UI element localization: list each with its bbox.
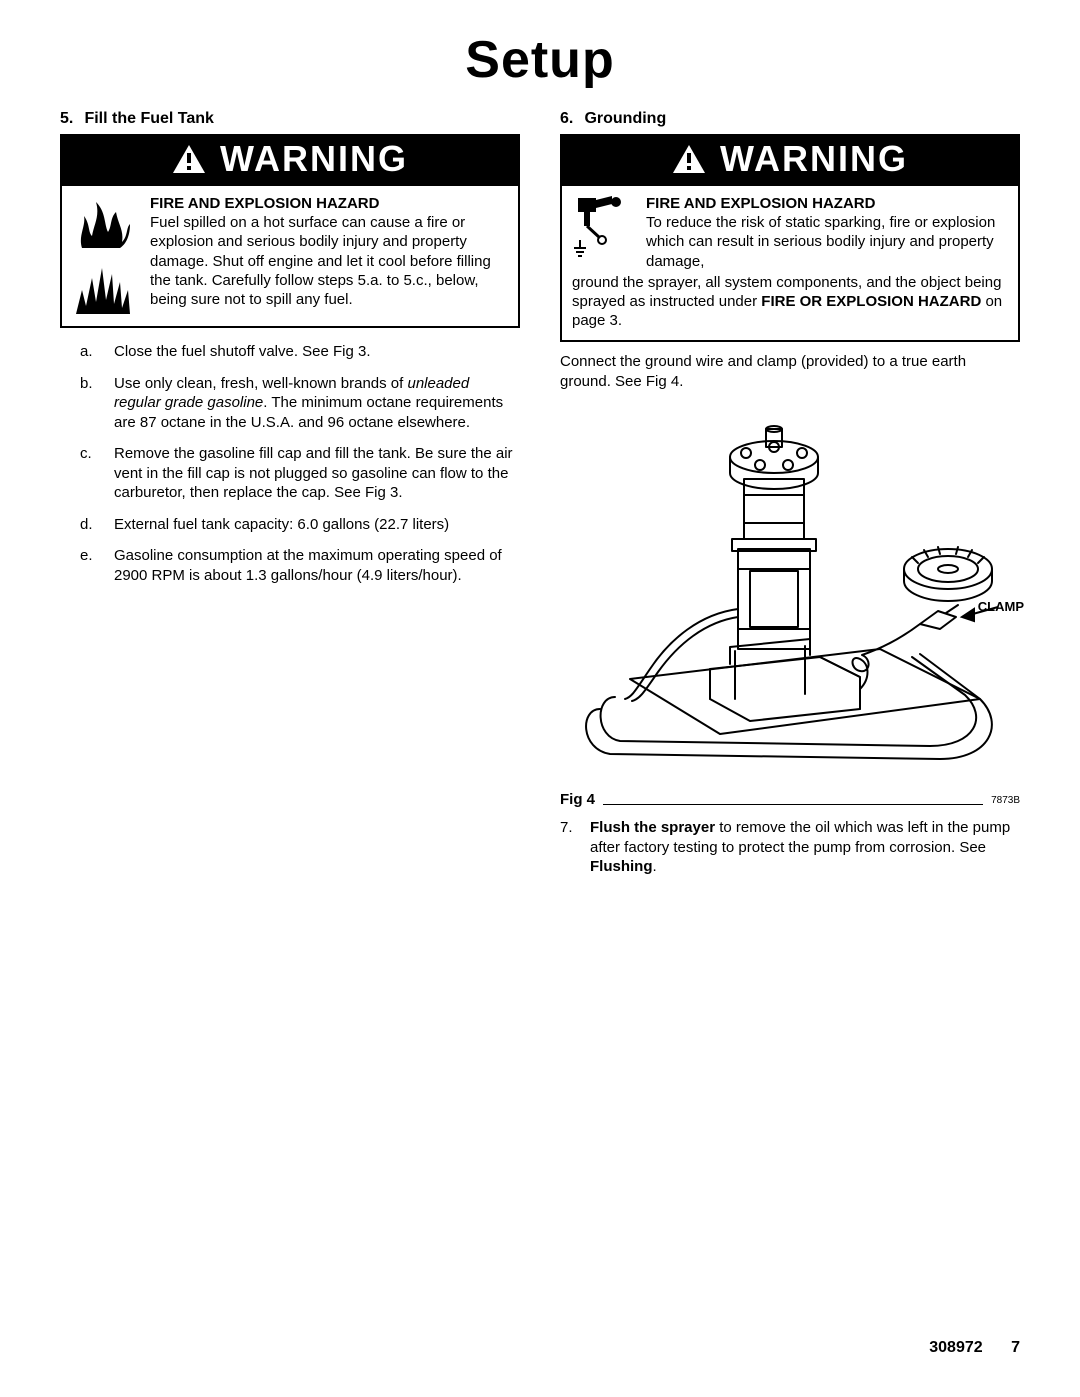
step-5d-text: External fuel tank capacity: 6.0 gallons… bbox=[114, 515, 520, 535]
step-7-bold2: Flushing bbox=[590, 858, 653, 875]
hazard-icons bbox=[72, 194, 140, 316]
step-7-end: . bbox=[653, 858, 657, 875]
hazard-bottom-bold: FIRE OR EXPLOSION HAZARD bbox=[761, 293, 981, 310]
step-7-number: 7. bbox=[560, 818, 584, 877]
hazard-title-left: FIRE AND EXPLOSION HAZARD bbox=[150, 194, 508, 213]
right-column: 6. Grounding WARNING bbox=[560, 110, 1020, 877]
step-7-text: Flush the sprayer to remove the oil whic… bbox=[590, 818, 1020, 877]
step-5-substeps: a. Close the fuel shutoff valve. See Fig… bbox=[60, 342, 520, 585]
hazard-body-right-bottom: ground the sprayer, all system component… bbox=[572, 273, 1008, 331]
warning-bar-left: WARNING bbox=[60, 134, 520, 186]
sprayer-diagram bbox=[560, 399, 1020, 789]
page-title: Setup bbox=[60, 30, 1020, 90]
step-5d: d. External fuel tank capacity: 6.0 gall… bbox=[60, 515, 520, 535]
section-6-number: 6. bbox=[560, 110, 580, 128]
hazard-text-left: FIRE AND EXPLOSION HAZARD Fuel spilled o… bbox=[150, 194, 508, 309]
page: Setup 5. Fill the Fuel Tank WARNING bbox=[0, 0, 1080, 1397]
sprayer-ground-icon bbox=[572, 194, 636, 263]
figure-caption-rule bbox=[603, 804, 983, 805]
section-6-heading: 6. Grounding bbox=[560, 110, 1020, 128]
warning-label-left: WARNING bbox=[220, 138, 408, 180]
step-5a-text: Close the fuel shutoff valve. See Fig 3. bbox=[114, 342, 520, 362]
grounding-instruction: Connect the ground wire and clamp (provi… bbox=[560, 352, 1020, 391]
step-5e-text: Gasoline consumption at the maximum oper… bbox=[114, 546, 520, 585]
step-5a: a. Close the fuel shutoff valve. See Fig… bbox=[60, 342, 520, 362]
explosion-icon bbox=[72, 260, 134, 316]
warning-triangle-icon bbox=[672, 144, 706, 174]
step-5e: e. Gasoline consumption at the maximum o… bbox=[60, 546, 520, 585]
hazard-body-left: Fuel spilled on a hot surface can cause … bbox=[150, 213, 508, 309]
fire-icon bbox=[72, 196, 134, 252]
section-6-title: Grounding bbox=[584, 110, 666, 127]
marker-c: c. bbox=[80, 444, 114, 503]
section-5-number: 5. bbox=[60, 110, 80, 128]
section-5-heading: 5. Fill the Fuel Tank bbox=[60, 110, 520, 128]
figure-4-label: Fig 4 bbox=[560, 791, 595, 808]
page-number: 7 bbox=[1011, 1339, 1020, 1356]
figure-4: CLAMP bbox=[560, 399, 1020, 789]
step-7: 7. Flush the sprayer to remove the oil w… bbox=[560, 818, 1020, 877]
step-7-bold: Flush the sprayer bbox=[590, 819, 715, 836]
step-5b: b. Use only clean, fresh, well-known bra… bbox=[60, 374, 520, 433]
section-5-title: Fill the Fuel Tank bbox=[84, 110, 214, 127]
warning-box-left: FIRE AND EXPLOSION HAZARD Fuel spilled o… bbox=[60, 186, 520, 328]
document-number: 308972 bbox=[929, 1339, 982, 1356]
left-column: 5. Fill the Fuel Tank WARNING bbox=[60, 110, 520, 877]
warning-box-right: FIRE AND EXPLOSION HAZARD To reduce the … bbox=[560, 186, 1020, 342]
marker-a: a. bbox=[80, 342, 114, 362]
clamp-label: CLAMP bbox=[978, 599, 1024, 614]
marker-d: d. bbox=[80, 515, 114, 535]
warning-triangle-icon bbox=[172, 144, 206, 174]
marker-b: b. bbox=[80, 374, 114, 433]
two-column-layout: 5. Fill the Fuel Tank WARNING bbox=[60, 110, 1020, 877]
page-footer: 308972 7 bbox=[929, 1339, 1020, 1357]
step-5c: c. Remove the gasoline fill cap and fill… bbox=[60, 444, 520, 503]
marker-e: e. bbox=[80, 546, 114, 585]
hazard-body-right-top: To reduce the risk of static sparking, f… bbox=[646, 213, 1008, 271]
hazard-title-right: FIRE AND EXPLOSION HAZARD bbox=[646, 194, 1008, 213]
hazard-text-right-top: FIRE AND EXPLOSION HAZARD To reduce the … bbox=[646, 194, 1008, 271]
step-5b-pre: Use only clean, fresh, well-known brands… bbox=[114, 375, 407, 392]
warning-bar-right: WARNING bbox=[560, 134, 1020, 186]
warning-label-right: WARNING bbox=[720, 138, 908, 180]
figure-4-code: 7873B bbox=[991, 795, 1020, 806]
figure-4-caption: Fig 4 7873B bbox=[560, 791, 1020, 808]
step-5c-text: Remove the gasoline fill cap and fill th… bbox=[114, 444, 520, 503]
step-5b-text: Use only clean, fresh, well-known brands… bbox=[114, 374, 520, 433]
